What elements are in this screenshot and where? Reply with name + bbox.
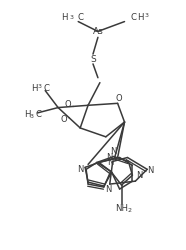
Text: N: N	[136, 171, 142, 180]
Text: N: N	[107, 153, 113, 162]
Text: 3: 3	[69, 15, 73, 20]
Text: H: H	[137, 13, 144, 22]
Text: 2: 2	[127, 208, 132, 213]
Text: N: N	[147, 166, 153, 175]
Text: C: C	[130, 13, 137, 22]
Text: 3: 3	[144, 13, 148, 18]
Text: O: O	[65, 100, 71, 109]
Text: S: S	[90, 54, 96, 64]
Text: NH: NH	[115, 204, 128, 213]
Text: H: H	[61, 13, 67, 22]
Text: N: N	[77, 165, 83, 174]
Text: H: H	[31, 84, 38, 93]
Text: H: H	[24, 110, 30, 120]
Text: 3: 3	[30, 114, 33, 119]
Text: N: N	[106, 184, 112, 194]
Text: O: O	[115, 94, 122, 103]
Text: C: C	[77, 13, 83, 22]
Text: 3: 3	[37, 84, 41, 89]
Text: O: O	[61, 115, 68, 124]
Text: C: C	[43, 84, 49, 93]
Text: As: As	[93, 27, 103, 36]
Text: N: N	[108, 158, 114, 167]
Text: N: N	[110, 147, 117, 156]
Text: C: C	[36, 110, 41, 120]
